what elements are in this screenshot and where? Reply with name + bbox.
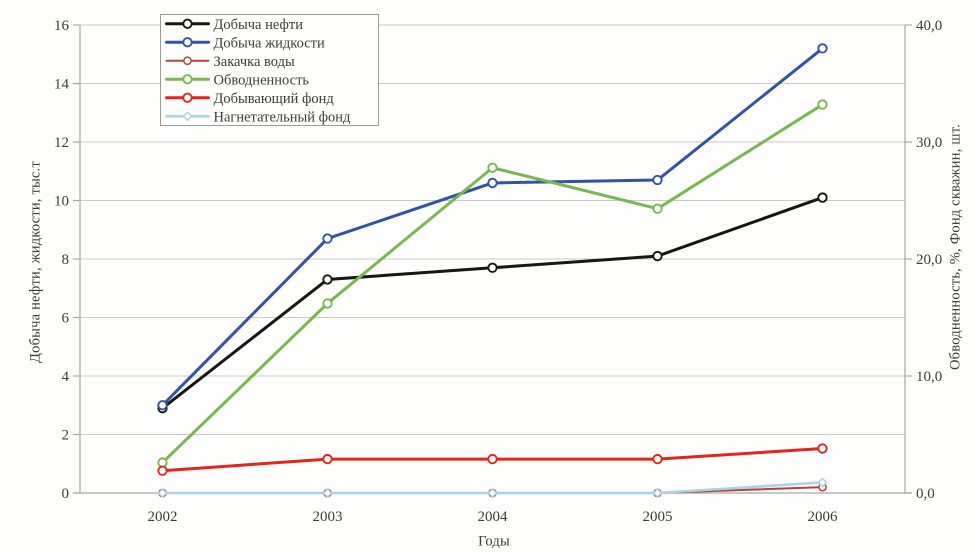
x-axis-title: Годы (478, 533, 510, 550)
data-point-marker (182, 74, 193, 85)
left-axis-title: Добыча нефти, жидкости, тыс.т (27, 161, 44, 363)
data-point-marker (817, 43, 828, 54)
data-point-marker (652, 487, 663, 499)
data-point-marker (817, 477, 828, 488)
data-point-marker (182, 37, 193, 48)
x-axis-tick-label: 2005 (643, 509, 673, 525)
data-point-marker (322, 453, 333, 465)
right-axis-tick-label: 30,0 (916, 135, 942, 151)
legend-item-label: Обводненность (214, 72, 310, 88)
data-point-marker (487, 162, 498, 173)
data-point-marker (157, 457, 168, 468)
legend-item-label: Закачка воды (214, 54, 296, 70)
legend-box (160, 14, 379, 126)
x-axis-tick-label: 2004 (478, 509, 509, 525)
data-point-marker (652, 453, 663, 465)
data-point-marker (652, 250, 663, 262)
left-axis-tick-label: 4 (62, 369, 70, 385)
data-point-marker (487, 262, 498, 273)
left-axis-tick-label: 6 (62, 311, 70, 327)
data-point-marker (182, 111, 193, 122)
data-point-marker (157, 487, 168, 499)
left-axis-tick-label: 8 (62, 252, 70, 268)
data-point-marker (183, 56, 192, 66)
legend-item-label: Добывающий фонд (214, 91, 335, 107)
data-point-marker (322, 487, 333, 499)
data-point-marker (817, 443, 828, 454)
data-point-marker (322, 233, 333, 244)
data-point-marker (322, 274, 333, 285)
x-axis-tick-label: 2006 (808, 509, 839, 525)
data-point-marker (157, 400, 168, 411)
legend-item-label: Нагнетательный фонд (214, 109, 352, 125)
left-axis-tick-label: 10 (54, 194, 69, 210)
legend-item-label: Добыча жидкости (214, 35, 325, 51)
x-axis-tick-label: 2002 (148, 509, 178, 525)
x-axis-tick-label: 2003 (313, 509, 343, 525)
data-point-marker (182, 18, 193, 29)
data-point-marker (817, 99, 828, 110)
series-line-добыча-нефти (161, 196, 824, 410)
data-point-marker (487, 453, 498, 465)
right-axis-tick-label: 0,0 (916, 486, 935, 502)
right-axis-tick-label: 10,0 (916, 369, 942, 385)
data-point-marker (652, 203, 663, 214)
data-point-marker (817, 192, 828, 203)
series-line-обводненность (161, 103, 824, 465)
left-axis-tick-label: 14 (54, 77, 70, 93)
left-axis-tick-label: 2 (62, 428, 70, 444)
left-axis-tick-label: 16 (54, 18, 70, 34)
data-point-marker (322, 298, 333, 309)
data-point-marker (487, 177, 498, 189)
right-axis-tick-label: 20,0 (916, 252, 942, 268)
data-point-marker (157, 465, 168, 476)
legend-item-label: Добыча нефти (214, 17, 304, 33)
right-axis-title: Обводненность, %, Фонд скважин, шт. (947, 124, 964, 370)
left-axis-tick-label: 0 (62, 486, 70, 502)
data-point-marker (652, 174, 663, 186)
right-axis-tick-label: 40,0 (916, 18, 942, 34)
data-point-marker (182, 92, 193, 103)
left-axis-tick-label: 12 (54, 135, 69, 151)
data-point-marker (487, 487, 498, 499)
